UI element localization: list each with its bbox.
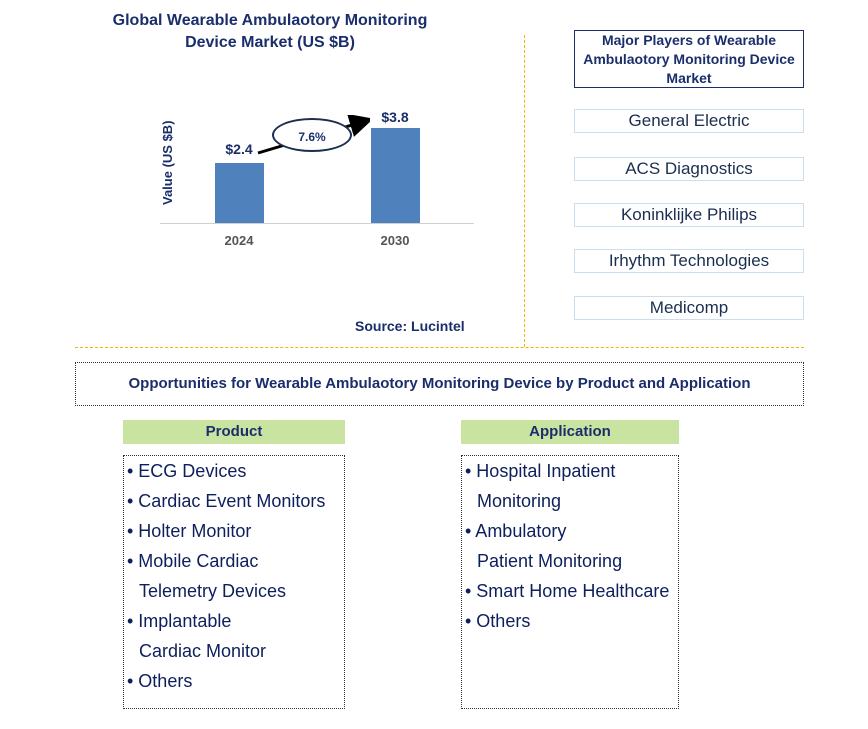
y-axis-label: Value (US $B) [160,120,175,205]
x-tick-2030: 2030 [380,233,410,248]
x-axis [160,223,474,224]
player-item: Koninklijke Philips [574,203,804,227]
horizontal-divider [75,347,804,348]
bar-2024 [215,163,264,223]
list-item: • Others [127,671,193,691]
bar-value-label-2030: $3.8 [381,109,409,125]
list-item: • Implantable [127,611,232,631]
list-item: • ECG Devices [127,461,247,481]
list-item: • Smart Home Healthcare [465,581,670,601]
list-item: • Ambulatory [465,521,567,541]
bar-value-label-2024: $2.4 [225,141,253,157]
player-item: Irhythm Technologies [574,249,804,273]
list-item: • Holter Monitor [127,521,252,541]
application-list: • Hospital Inpatient Monitoring • Ambula… [461,455,679,709]
product-header: Product [123,420,345,444]
list-item: Cardiac Monitor [139,641,267,661]
bar-2030 [371,128,420,223]
source-label: Source: Lucintel [355,318,465,334]
chart-title: Global Wearable Ambulaotory Monitoring D… [112,12,428,51]
vertical-divider [524,35,525,347]
player-item: ACS Diagnostics [574,157,804,181]
player-item: General Electric [574,109,804,133]
list-item: • Hospital Inpatient [465,461,616,481]
cagr-badge: 7.6% [272,118,352,152]
list-item: Monitoring [477,491,562,511]
list-item: • Others [465,611,531,631]
player-item: Medicomp [574,296,804,320]
x-tick-2024: 2024 [224,233,254,248]
players-title: Major Players of Wearable Ambulaotory Mo… [574,30,804,88]
opportunities-title: Opportunities for Wearable Ambulaotory M… [75,362,804,406]
list-item: • Mobile Cardiac [127,551,259,571]
list-item: • Cardiac Event Monitors [127,491,326,511]
list-item: Patient Monitoring [477,551,623,571]
product-list: • ECG Devices • Cardiac Event Monitors •… [123,455,345,709]
application-header: Application [461,420,679,444]
list-item: Telemetry Devices [139,581,287,601]
